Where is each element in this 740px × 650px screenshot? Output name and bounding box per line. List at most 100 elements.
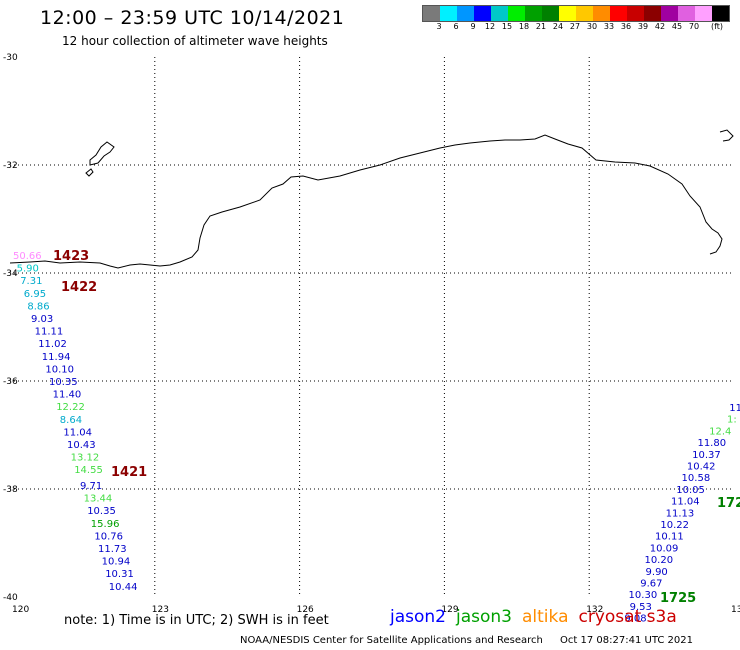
- lat-label: -34: [3, 269, 18, 279]
- colorbar-swatch: [593, 6, 610, 21]
- colorbar-swatch: [508, 6, 525, 21]
- lon-label: 126: [297, 605, 314, 615]
- colorbar-swatch: [576, 6, 593, 21]
- colorbar-label: 27: [569, 22, 581, 31]
- longitude-labels: 120 123 126 129 132 135: [12, 605, 740, 615]
- swh-value: 12.22: [56, 402, 85, 413]
- swh-value: 9.71: [80, 481, 102, 492]
- swh-value: 9.90: [646, 567, 668, 578]
- colorbar-swatch: [559, 6, 576, 21]
- swh-value: 13.44: [84, 494, 113, 505]
- colorbar-label: 30: [586, 22, 598, 31]
- satellite-name: jason3: [456, 607, 512, 627]
- colorbar-swatch: [712, 6, 729, 21]
- lat-label: -38: [3, 485, 18, 495]
- footnote: note: 1) Time is in UTC; 2) SWH is in fe…: [64, 613, 329, 628]
- swh-value: 10.94: [102, 557, 131, 568]
- colorbar-swatch: [457, 6, 474, 21]
- colorbar-label: 12: [484, 22, 496, 31]
- colorbar-label: 6: [453, 22, 459, 31]
- colorbar-swatch: [610, 6, 627, 21]
- swh-value: 10.10: [45, 364, 74, 375]
- colorbar-label: (ft): [710, 22, 724, 31]
- credit-line: NOAA/NESDIS Center for Satellite Applica…: [240, 635, 707, 646]
- swh-value: 11.04: [671, 497, 700, 508]
- swh-value: 12.4: [709, 426, 731, 437]
- colorbar-swatch: [644, 6, 661, 21]
- swh-value: 8.64: [60, 415, 82, 426]
- satellite-name: cryosat s3a: [578, 607, 677, 627]
- pass-time-label: 1421: [111, 465, 147, 480]
- pass-time-labels: 1423 1422 1421 172 1725: [53, 249, 740, 606]
- pass-time-label: 1422: [61, 280, 97, 295]
- swh-value: 10.11: [655, 532, 684, 543]
- swh-value: 11.04: [63, 427, 92, 438]
- colorbar-swatch: [661, 6, 678, 21]
- islet: [85, 168, 94, 177]
- swh-value: 8.86: [27, 301, 49, 312]
- colorbar-label: 24: [552, 22, 564, 31]
- colorbar-label: 21: [535, 22, 547, 31]
- lat-label: -40: [3, 593, 18, 603]
- swh-value: 9.67: [640, 579, 662, 590]
- colorbar-swatch: [678, 6, 695, 21]
- lon-label: 120: [12, 605, 29, 615]
- swh-value: 10.31: [105, 569, 134, 580]
- swh-value: 10.42: [687, 462, 716, 473]
- swh-value: 7.31: [20, 276, 42, 287]
- colorbar-swatch: [542, 6, 559, 21]
- kangaroo-island: [89, 141, 115, 166]
- lat-lon-grid: [10, 57, 734, 597]
- lat-label: -36: [3, 377, 18, 387]
- swh-value: 10.44: [109, 582, 138, 593]
- swh-value: 11.13: [666, 508, 695, 519]
- colorbar-label: 70: [688, 22, 700, 31]
- swh-value: 11.80: [697, 438, 726, 449]
- colorbar-label: 33: [603, 22, 615, 31]
- swh-value: 11.94: [42, 352, 71, 363]
- lon-label: 123: [152, 605, 169, 615]
- colorbar-swatch: [423, 6, 440, 21]
- satellite-name: altika: [522, 607, 569, 627]
- swh-value: 10.09: [650, 543, 679, 554]
- lon-label: 129: [441, 605, 458, 615]
- swh-value: 10.37: [692, 450, 721, 461]
- swh-value: 11.02: [38, 339, 67, 350]
- lon-label: 132: [586, 605, 603, 615]
- lat-label: -30: [3, 53, 18, 63]
- swh-value: 6.95: [24, 289, 46, 300]
- colorbar-label: 45: [671, 22, 683, 31]
- colorbar-swatch: [695, 6, 712, 21]
- swh-value: 11.40: [53, 390, 82, 401]
- credit-text: NOAA/NESDIS Center for Satellite Applica…: [240, 635, 543, 646]
- swh-value: 11.73: [98, 544, 127, 555]
- swh-value: 15.96: [91, 519, 120, 530]
- colorbar-label: 9: [470, 22, 476, 31]
- swh-value: 10.22: [660, 520, 689, 531]
- swh-value: 11.11: [35, 327, 64, 338]
- colorbar-label: 36: [620, 22, 632, 31]
- swh-value: 10.20: [644, 555, 673, 566]
- colorbar-swatch: [627, 6, 644, 21]
- colorbar-label: 3: [436, 22, 442, 31]
- colorbar-swatch: [440, 6, 457, 21]
- colorbar-labels: 3 6 9 12 15 18 21 24 27 30 33 36 39 42 45 70 (ft): [422, 22, 740, 34]
- swh-value: 10.35: [49, 377, 78, 388]
- swh-value: 10.05: [676, 485, 705, 496]
- swh-value: 9.03: [31, 314, 53, 325]
- colorbar-swatch: [474, 6, 491, 21]
- swh-value: 10.30: [629, 590, 658, 601]
- swh-value: 9.53: [630, 602, 652, 613]
- wave-height-colorbar: [422, 5, 730, 22]
- swh-value: 11: [729, 403, 740, 414]
- swh-value: 10.35: [87, 506, 116, 517]
- satellite-name: jason2: [390, 607, 446, 627]
- colorbar-label: 42: [654, 22, 666, 31]
- lon-label: 135: [731, 605, 740, 615]
- swh-value: 10.58: [682, 473, 711, 484]
- pass-time-label: 172: [717, 496, 740, 511]
- satellite-legend: jason2 jason3 altika cryosat s3a: [390, 607, 687, 627]
- swh-value: 9.08: [624, 614, 646, 625]
